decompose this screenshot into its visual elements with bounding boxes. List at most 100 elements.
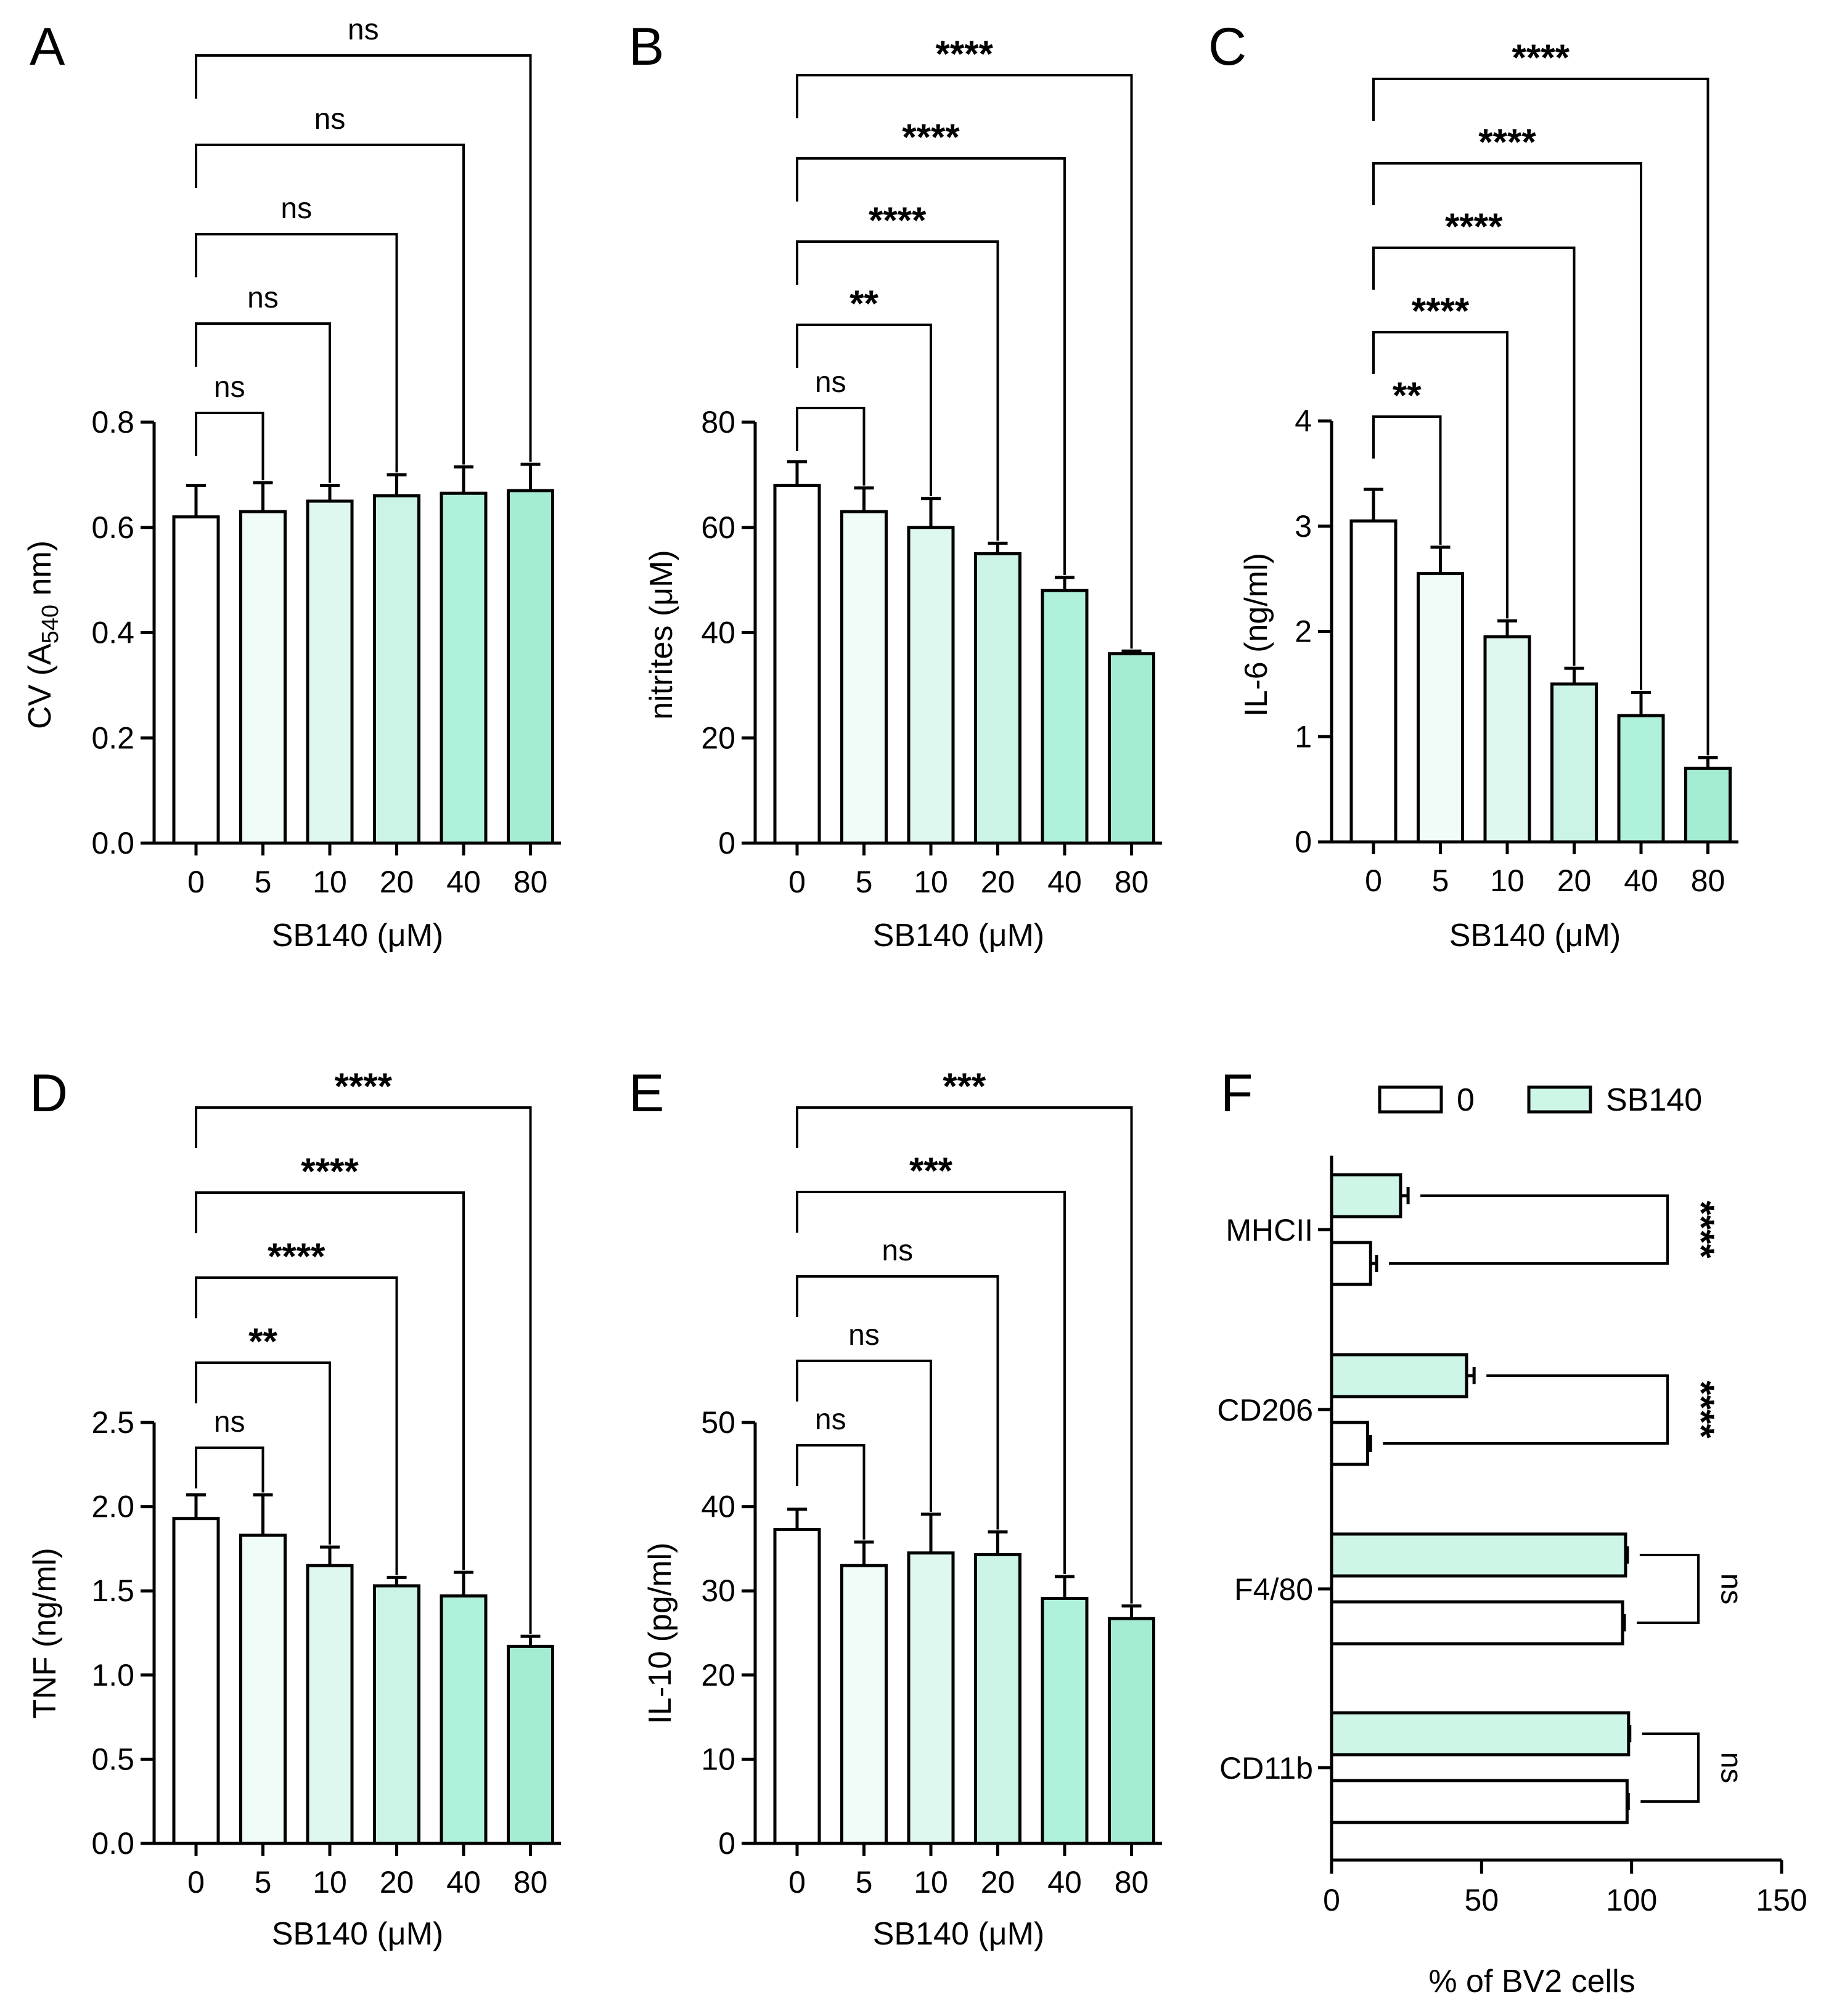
significance-label: **** xyxy=(301,1151,359,1192)
x-axis-title: SB140 (μM) xyxy=(873,1916,1044,1952)
significance-bracket xyxy=(195,54,532,462)
y-tick-label: 0 xyxy=(1295,825,1312,859)
y-tick-label: 20 xyxy=(701,720,735,755)
bar-20 xyxy=(974,552,1021,845)
significance-bracket xyxy=(195,412,264,481)
bar-10 xyxy=(907,1551,955,1845)
y-tick-label: 2.5 xyxy=(91,1405,134,1440)
x-tick-label: 50 xyxy=(1465,1883,1499,1917)
x-axis-title: SB140 (μM) xyxy=(272,1916,443,1952)
panel-letter: F xyxy=(1221,1064,1253,1123)
significance-bracket xyxy=(796,1191,1066,1574)
y-tick-label: 40 xyxy=(701,616,735,650)
bar-mhcii-sb140 xyxy=(1330,1173,1402,1218)
x-tick-label: 10 xyxy=(313,1865,347,1900)
bar-0 xyxy=(172,515,220,845)
bar-80 xyxy=(507,489,554,845)
bar-0 xyxy=(172,1517,220,1845)
x-tick-label: 150 xyxy=(1756,1883,1807,1917)
bar-10 xyxy=(907,526,955,845)
x-tick-label: 40 xyxy=(1624,863,1658,898)
bar-mhcii-control xyxy=(1330,1241,1372,1286)
bar-f480-sb140 xyxy=(1330,1532,1627,1578)
bar-40 xyxy=(1041,1596,1089,1845)
y-tick-label: 0.0 xyxy=(91,1826,134,1861)
bar-20 xyxy=(974,1553,1021,1845)
y-tick-label: 1.0 xyxy=(91,1658,134,1692)
legend-label: 0 xyxy=(1457,1082,1475,1118)
bar-f480-control xyxy=(1330,1600,1624,1646)
significance-bracket xyxy=(796,74,1133,649)
y-tick-label: CD11b xyxy=(1219,1751,1313,1785)
significance-bracket xyxy=(195,144,465,465)
significance-bracket xyxy=(195,233,398,473)
y-tick-label: 0.0 xyxy=(91,826,134,860)
bar-10 xyxy=(306,1564,354,1845)
significance-label: ns xyxy=(848,1319,880,1352)
significance-label: ns xyxy=(280,192,312,225)
bar-cd11b-control xyxy=(1330,1779,1629,1824)
significance-label: ns xyxy=(882,1234,913,1267)
y-axis-title-part: CV (A xyxy=(22,643,58,729)
panel-e: E 0 10 20 30 40 50 IL-10 (pg/ml) 0 5 10 20 40 80 SB140… xyxy=(629,1064,1162,1952)
x-tick-label: 5 xyxy=(255,1865,272,1900)
significance-bracket xyxy=(796,1444,866,1540)
significance-label: ns xyxy=(214,371,245,404)
significance-label: ** xyxy=(1393,375,1422,416)
bar-cd206-control xyxy=(1330,1421,1369,1466)
bar-5 xyxy=(239,510,287,845)
panel-b: B 0 20 40 60 80 nitrites (μM) 0 5 10 20 40 80 SB140 (… xyxy=(629,17,1162,953)
y-tick-label: 0.6 xyxy=(91,510,134,545)
significance-label: **** xyxy=(1478,121,1536,163)
y-tick-label: 50 xyxy=(701,1405,735,1440)
y-axis-title-part: nm) xyxy=(22,541,58,605)
significance-label: *** xyxy=(943,1066,986,1107)
x-tick-label: 80 xyxy=(514,1865,548,1900)
significance-label: ns xyxy=(815,366,846,399)
significance-bracket xyxy=(796,1106,1133,1604)
y-tick-label: 40 xyxy=(701,1490,735,1524)
x-tick-label: 5 xyxy=(856,1865,873,1900)
y-tick-label: 2.0 xyxy=(91,1490,134,1524)
x-tick-label: 20 xyxy=(981,865,1015,899)
panel-letter: C xyxy=(1208,17,1246,76)
y-tick-label: CD206 xyxy=(1217,1393,1313,1427)
y-axis-title: IL-10 (pg/ml) xyxy=(642,1543,678,1724)
significance-label: **** xyxy=(869,200,927,241)
y-axis-title: CV (A540 nm) xyxy=(22,541,63,729)
bar-40 xyxy=(1041,589,1089,845)
x-tick-label: 20 xyxy=(380,1865,414,1900)
x-tick-label: 20 xyxy=(1557,863,1592,898)
y-tick-label: 80 xyxy=(701,405,735,439)
significance-label: ns xyxy=(1714,1752,1747,1784)
bar-40 xyxy=(440,1594,488,1845)
y-tick-label: 0.4 xyxy=(91,616,134,650)
bar-80 xyxy=(1684,766,1732,844)
significance-label: **** xyxy=(1680,1381,1722,1439)
significance-label: ns xyxy=(348,14,379,46)
x-tick-label: 0 xyxy=(788,1865,806,1900)
bar-5 xyxy=(239,1533,287,1845)
x-tick-label: 20 xyxy=(380,865,414,899)
significance-bracket xyxy=(1372,331,1508,619)
significance-label: ** xyxy=(849,283,878,324)
y-tick-label: 0.2 xyxy=(91,720,134,755)
y-tick-label: MHCII xyxy=(1226,1213,1313,1247)
significance-label: *** xyxy=(909,1150,953,1191)
panel-letter: E xyxy=(629,1064,664,1123)
y-tick-label: 0 xyxy=(718,1826,735,1861)
x-axis-title: SB140 (μM) xyxy=(272,918,443,953)
x-tick-label: 80 xyxy=(1691,863,1725,898)
panel-a: A 0.0 0.2 0.4 0.6 0.8 CV (A540 nm) 0 5 10 20 40 80 SB… xyxy=(22,14,561,953)
x-tick-label: 40 xyxy=(446,1865,481,1900)
x-tick-label: 10 xyxy=(1490,863,1525,898)
significance-label: **** xyxy=(268,1236,325,1277)
legend-swatch xyxy=(1527,1085,1592,1114)
significance-bracket xyxy=(796,1275,999,1530)
y-axis-title: TNF (ng/ml) xyxy=(27,1548,63,1718)
y-axis-title: IL-6 (ng/ml) xyxy=(1238,553,1274,717)
significance-bracket xyxy=(195,1106,532,1634)
bar-0 xyxy=(773,1527,821,1845)
significance-bracket xyxy=(1383,1374,1669,1445)
